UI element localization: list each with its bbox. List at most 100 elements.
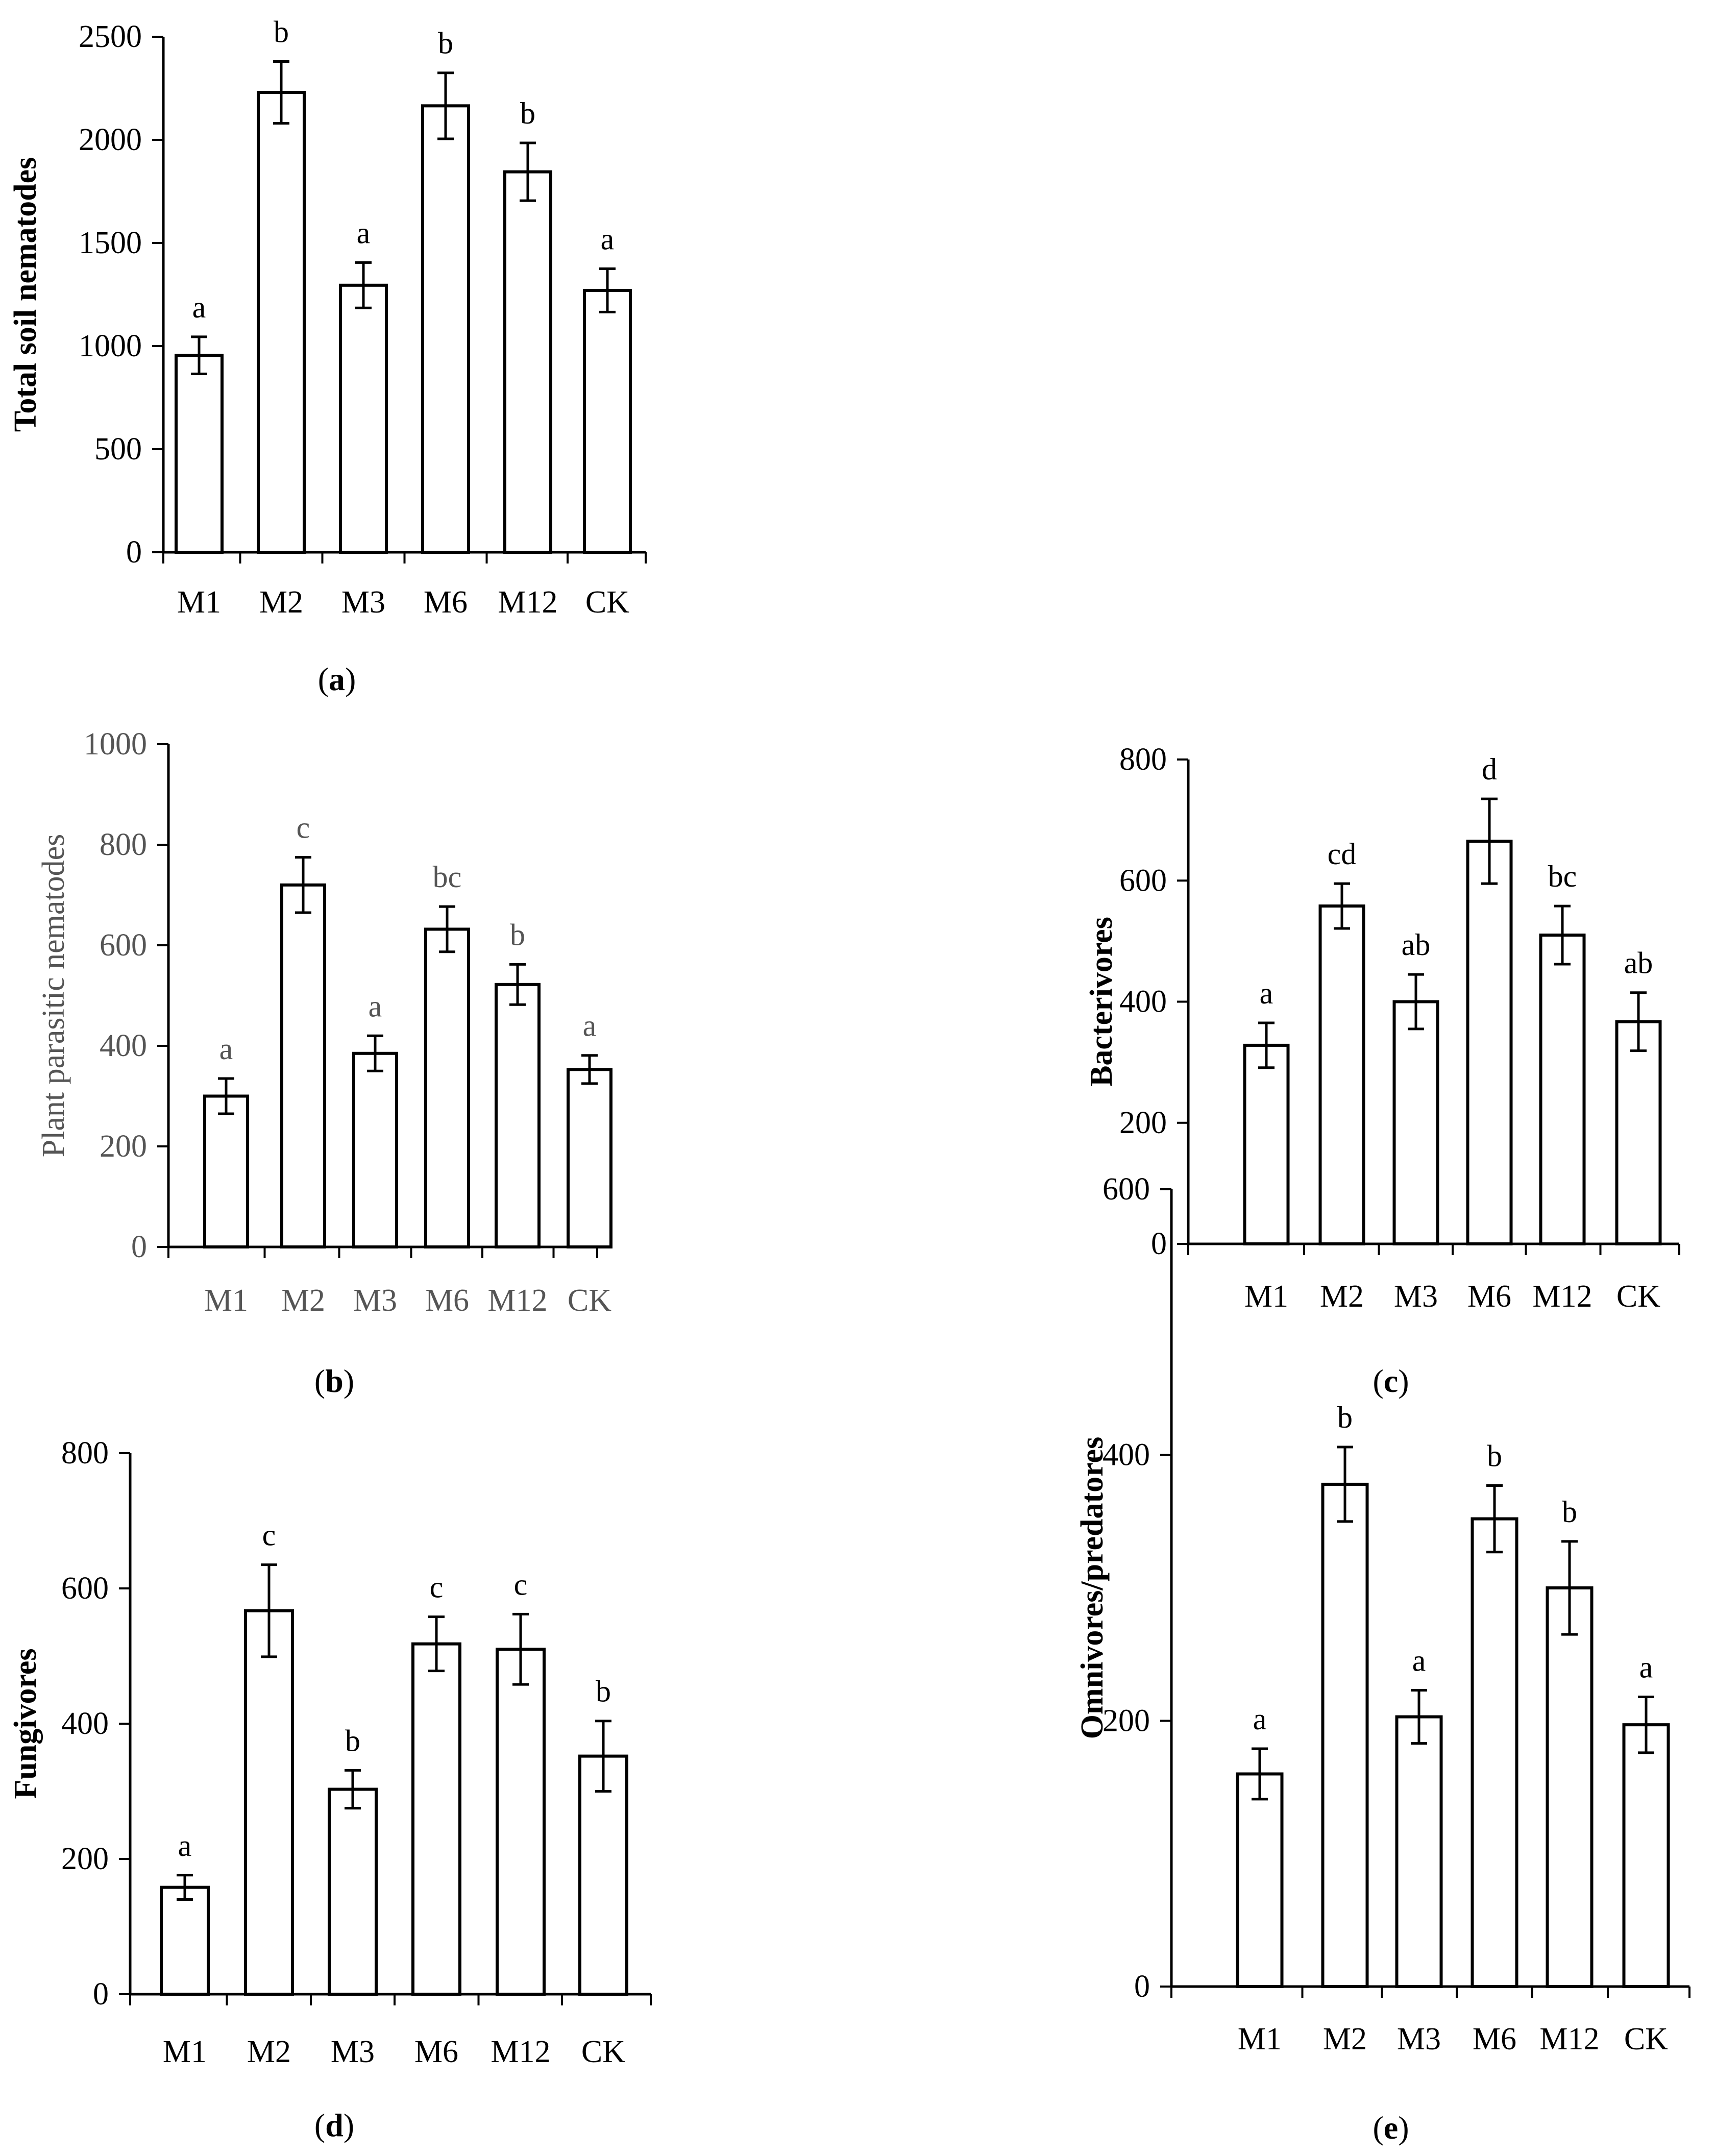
y-tick-label: 200 — [100, 1129, 147, 1164]
x-tick-label: M6 — [414, 2035, 458, 2069]
significance-label: b — [274, 15, 289, 48]
bar — [280, 883, 326, 1249]
significance-label: b — [1487, 1439, 1502, 1473]
bar — [1392, 1000, 1439, 1245]
x-tick-label: M1 — [1238, 2022, 1282, 2056]
x-tick-label: M2 — [281, 1283, 325, 1318]
significance-label: b — [510, 918, 525, 951]
y-tick-label: 600 — [61, 1571, 109, 1606]
x-tick-label: M2 — [1320, 1279, 1364, 1314]
x-tick-label: M3 — [1397, 2022, 1441, 2056]
x-tick-label: CK — [568, 1283, 611, 1318]
y-tick-label: 1000 — [84, 727, 147, 762]
y-tick-label: 400 — [61, 1706, 109, 1741]
panel-label-b: (b) — [314, 1363, 354, 1399]
bar — [567, 1068, 612, 1248]
significance-label: a — [178, 1829, 192, 1863]
chart-panel-b: 0 200 400 600 800 1000 a M1 c M2 a M3 bc M6 b M12 a CK Pla… — [36, 727, 612, 1318]
y-tick-label: 1500 — [79, 226, 142, 260]
x-tick-label: CK — [585, 585, 629, 620]
bar — [244, 1609, 294, 1996]
x-tick-label: M6 — [424, 585, 468, 620]
panel-label-e: (e) — [1373, 2110, 1409, 2146]
y-axis-label: Plant parasitic nematodes — [36, 834, 71, 1158]
x-tick-label: M3 — [331, 2035, 375, 2069]
bar — [160, 1885, 210, 1996]
x-tick-label: M12 — [1532, 1279, 1592, 1314]
significance-label: a — [192, 290, 206, 324]
y-tick-label: 200 — [61, 1842, 109, 1876]
y-tick-label: 2500 — [79, 19, 142, 54]
bar — [339, 283, 388, 554]
significance-label: b — [345, 1724, 360, 1757]
x-tick-label: M3 — [353, 1283, 397, 1318]
y-tick-label: 400 — [1102, 1438, 1150, 1473]
significance-label: c — [514, 1567, 528, 1601]
bar — [578, 1754, 628, 1996]
x-tick-label: M1 — [1244, 1279, 1288, 1314]
x-tick-label: M1 — [204, 1283, 248, 1318]
y-tick-label: 600 — [1102, 1172, 1150, 1207]
y-tick-label: 800 — [100, 827, 147, 862]
bar — [1395, 1715, 1443, 1989]
x-tick-label: M2 — [247, 2035, 291, 2069]
y-tick-label: 200 — [1102, 1703, 1150, 1738]
significance-label: cd — [1328, 837, 1357, 871]
significance-label: a — [1260, 976, 1273, 1010]
y-tick-label: 1000 — [79, 329, 142, 363]
significance-label: a — [1639, 1650, 1653, 1684]
bar — [1615, 1020, 1662, 1245]
x-tick-label: M12 — [1539, 2022, 1599, 2056]
x-tick-label: M6 — [1467, 1279, 1511, 1314]
y-tick-label: 400 — [1119, 985, 1167, 1019]
significance-label: a — [1412, 1644, 1426, 1677]
significance-label: bc — [433, 860, 462, 894]
y-tick-label: 0 — [126, 535, 142, 570]
bar — [1539, 934, 1586, 1245]
bar — [352, 1051, 398, 1248]
y-tick-label: 2000 — [79, 122, 142, 157]
x-tick-label: M3 — [341, 585, 385, 620]
bar — [328, 1787, 378, 1996]
significance-label: c — [430, 1571, 444, 1604]
x-tick-label: M1 — [163, 2035, 207, 2069]
significance-label: a — [601, 223, 615, 256]
bar — [495, 983, 541, 1248]
bar — [1546, 1586, 1594, 1988]
x-tick-label: M12 — [491, 2035, 550, 2069]
significance-label: b — [1562, 1495, 1577, 1529]
significance-label: d — [1482, 752, 1497, 786]
bar — [421, 104, 470, 554]
significance-label: bc — [1548, 860, 1577, 893]
chart-panel-e: 0 200 400 600 a M1 b M2 a M3 b M6 b M12 a CK Omnivores/p… — [1075, 1172, 1690, 2056]
y-tick-label: 0 — [131, 1230, 147, 1264]
x-tick-label: M2 — [259, 585, 303, 620]
bar — [1466, 840, 1513, 1246]
y-axis-label: Omnivores/predatores — [1075, 1437, 1110, 1739]
panel-label-a: (a) — [318, 661, 356, 697]
y-axis-label: Bacterivores — [1084, 917, 1119, 1087]
significance-label: a — [357, 216, 371, 250]
chart-panel-a: 0 500 1000 1500 2000 2500 a M1 b M2 a M3 b M6 b M12 a CK T… — [8, 15, 647, 620]
bar — [1243, 1043, 1290, 1246]
significance-label: c — [297, 811, 310, 845]
bar — [1622, 1723, 1670, 1988]
significance-label: a — [583, 1009, 597, 1043]
significance-label: a — [219, 1032, 233, 1066]
chart-panel-c: 0 200 400 600 800 a M1 cd M2 ab M3 d M6 bc M12 ab CK Bact… — [1084, 742, 1680, 1314]
x-tick-label: CK — [1624, 2022, 1668, 2056]
significance-label: b — [520, 96, 535, 130]
y-tick-label: 200 — [1119, 1106, 1167, 1140]
chart-panel-d: 0 200 400 600 800 a M1 c M2 b M3 c M6 c M12 b CK Fungivor… — [8, 1436, 652, 2069]
y-tick-label: 600 — [100, 928, 147, 963]
significance-label: ab — [1402, 928, 1431, 962]
x-tick-label: M6 — [1473, 2022, 1516, 2056]
x-tick-label: M2 — [1323, 2022, 1367, 2056]
y-tick-label: 0 — [1151, 1227, 1167, 1261]
bar — [1318, 904, 1365, 1245]
bar — [1236, 1772, 1284, 1988]
y-tick-label: 600 — [1119, 863, 1167, 898]
y-tick-label: 500 — [94, 432, 142, 467]
y-tick-label: 400 — [100, 1028, 147, 1063]
panel-label-d: (d) — [314, 2107, 354, 2143]
